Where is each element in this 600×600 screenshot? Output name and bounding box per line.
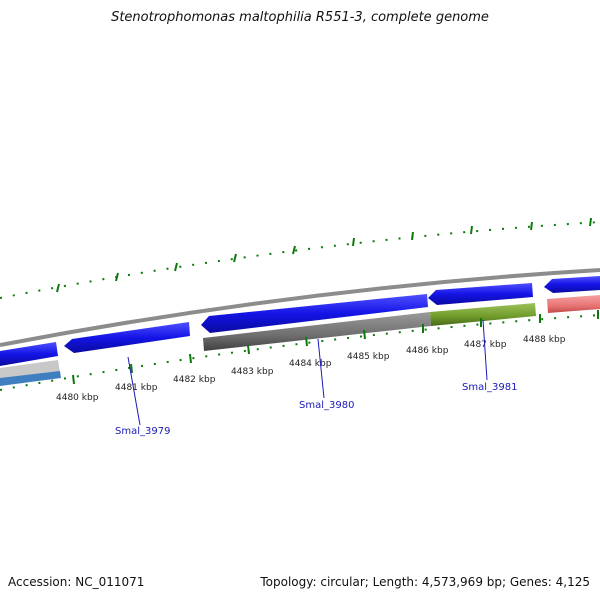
kbp-label: 4487 kbp bbox=[464, 340, 507, 350]
pink-feature[interactable] bbox=[547, 295, 600, 313]
cds-track bbox=[0, 276, 600, 366]
cds-feature[interactable] bbox=[201, 294, 428, 333]
kbp-label: 4486 kbp bbox=[406, 346, 449, 356]
map-title: Stenotrophomonas maltophilia R551-3, com… bbox=[111, 10, 489, 25]
genome-backbone bbox=[0, 268, 600, 347]
genome-summary-text: Topology: circular; Length: 4,573,969 bp… bbox=[260, 575, 590, 589]
kbp-label: 4488 kbp bbox=[523, 335, 566, 345]
steelblue-feature[interactable] bbox=[0, 371, 61, 386]
accession-text: Accession: NC_011071 bbox=[8, 575, 145, 589]
feature-track-2 bbox=[0, 295, 600, 386]
cds-feature[interactable] bbox=[428, 283, 533, 305]
kbp-label: 4481 kbp bbox=[115, 383, 158, 393]
kbp-labels: 4480 kbp 4481 kbp 4482 kbp 4483 kbp 4484… bbox=[56, 335, 566, 403]
kbp-label: 4484 kbp bbox=[289, 359, 332, 369]
gray-orf-feature[interactable] bbox=[203, 312, 431, 351]
cds-feature[interactable] bbox=[544, 276, 600, 293]
gene-label[interactable]: Smal_3979 bbox=[115, 426, 170, 437]
kbp-label: 4482 kbp bbox=[173, 375, 216, 385]
cds-feature[interactable] bbox=[64, 322, 190, 353]
gray-feature[interactable] bbox=[0, 360, 60, 380]
inner-tick-ring bbox=[0, 310, 600, 391]
gene-label[interactable]: Smal_3981 bbox=[462, 382, 517, 393]
kbp-label: 4480 kbp bbox=[56, 393, 99, 403]
gene-label[interactable]: Smal_3980 bbox=[299, 400, 354, 411]
kbp-label: 4483 kbp bbox=[231, 367, 274, 377]
green-orf-feature[interactable] bbox=[430, 303, 536, 326]
gene-labels: Smal_3979 Smal_3980 Smal_3981 bbox=[115, 319, 517, 437]
kbp-label: 4485 kbp bbox=[347, 352, 390, 362]
cds-feature[interactable] bbox=[0, 342, 58, 366]
outer-tick-ring bbox=[0, 217, 600, 299]
